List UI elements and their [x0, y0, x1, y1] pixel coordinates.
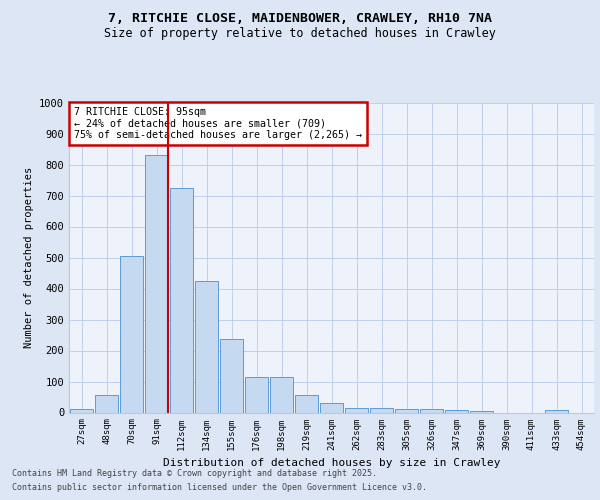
- Text: Size of property relative to detached houses in Crawley: Size of property relative to detached ho…: [104, 28, 496, 40]
- Bar: [120, 256, 143, 412]
- Bar: [395, 409, 418, 412]
- Bar: [445, 410, 468, 412]
- Bar: [170, 188, 193, 412]
- Bar: [245, 377, 268, 412]
- Y-axis label: Number of detached properties: Number of detached properties: [23, 167, 34, 348]
- Bar: [295, 396, 318, 412]
- X-axis label: Distribution of detached houses by size in Crawley: Distribution of detached houses by size …: [163, 458, 500, 468]
- Bar: [545, 410, 568, 412]
- Bar: [470, 411, 493, 412]
- Bar: [195, 281, 218, 412]
- Bar: [320, 403, 343, 412]
- Text: Contains public sector information licensed under the Open Government Licence v3: Contains public sector information licen…: [12, 484, 427, 492]
- Bar: [345, 408, 368, 412]
- Bar: [270, 377, 293, 412]
- Text: Contains HM Land Registry data © Crown copyright and database right 2025.: Contains HM Land Registry data © Crown c…: [12, 468, 377, 477]
- Bar: [70, 410, 93, 412]
- Bar: [95, 395, 118, 412]
- Bar: [145, 155, 168, 412]
- Text: 7 RITCHIE CLOSE: 95sqm
← 24% of detached houses are smaller (709)
75% of semi-de: 7 RITCHIE CLOSE: 95sqm ← 24% of detached…: [74, 107, 362, 140]
- Bar: [370, 408, 393, 412]
- Text: 7, RITCHIE CLOSE, MAIDENBOWER, CRAWLEY, RH10 7NA: 7, RITCHIE CLOSE, MAIDENBOWER, CRAWLEY, …: [108, 12, 492, 26]
- Bar: [220, 338, 243, 412]
- Bar: [420, 409, 443, 412]
